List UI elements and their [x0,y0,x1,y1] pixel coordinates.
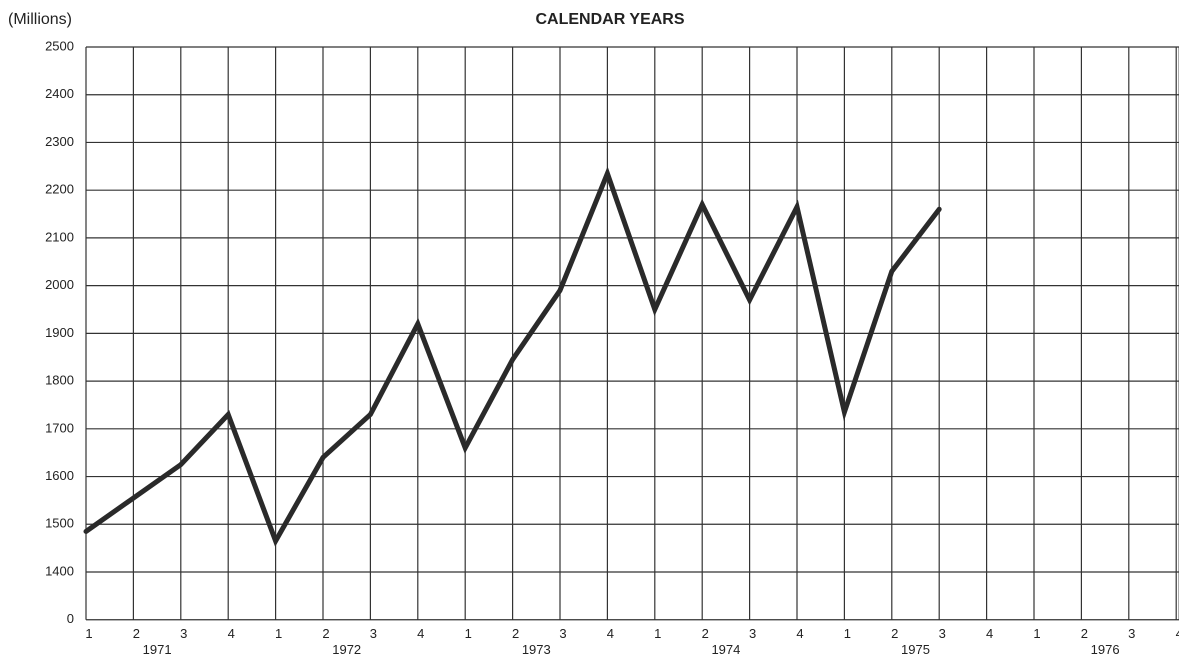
x-tick-label: 1 [85,626,92,641]
year-label: 1971 [143,642,172,657]
x-tick-label: 3 [559,626,566,641]
y-tick-label: 2200 [45,182,74,197]
x-tick-label: 1 [654,626,661,641]
y-tick-label: 1400 [45,563,74,578]
y-tick-label: 2100 [45,229,74,244]
y-tick-label: 2500 [45,38,74,53]
y-tick-label: 2000 [45,277,74,292]
y-tick-label: 1700 [45,420,74,435]
x-tick-label: 4 [1176,626,1179,641]
x-tick-label: 2 [1081,626,1088,641]
x-tick-label: 2 [702,626,709,641]
y-axis-label: (Millions) [8,11,72,28]
year-label: 1975 [901,642,930,657]
x-tick-label: 4 [796,626,803,641]
x-tick-label: 3 [370,626,377,641]
x-tick-label: 2 [322,626,329,641]
y-tick-label: 0 [67,611,74,626]
x-tick-label: 1 [1033,626,1040,641]
x-tick-label: 4 [417,626,424,641]
x-tick-label: 3 [939,626,946,641]
x-tick-label: 1 [844,626,851,641]
y-tick-label: 1600 [45,468,74,483]
x-tick-label: 4 [228,626,235,641]
x-tick-label: 2 [512,626,519,641]
x-tick-label: 1 [465,626,472,641]
x-tick-label: 1 [275,626,282,641]
x-tick-label: 2 [133,626,140,641]
x-tick-label: 3 [1128,626,1135,641]
y-tick-label: 2300 [45,134,74,149]
x-tick-label: 2 [891,626,898,641]
year-label: 1976 [1091,642,1120,657]
y-tick-label: 1500 [45,516,74,531]
x-tick-label: 4 [607,626,614,641]
x-tick-label: 4 [986,626,993,641]
year-label: 1974 [711,642,740,657]
x-tick-label: 3 [749,626,756,641]
year-label: 1972 [332,642,361,657]
y-tick-label: 1900 [45,325,74,340]
year-label: 1973 [522,642,551,657]
chart-title: CALENDAR YEARS [535,11,684,28]
y-tick-label: 1800 [45,373,74,388]
data-line [83,166,942,547]
x-tick-label: 3 [180,626,187,641]
y-tick-label: 2400 [45,86,74,101]
